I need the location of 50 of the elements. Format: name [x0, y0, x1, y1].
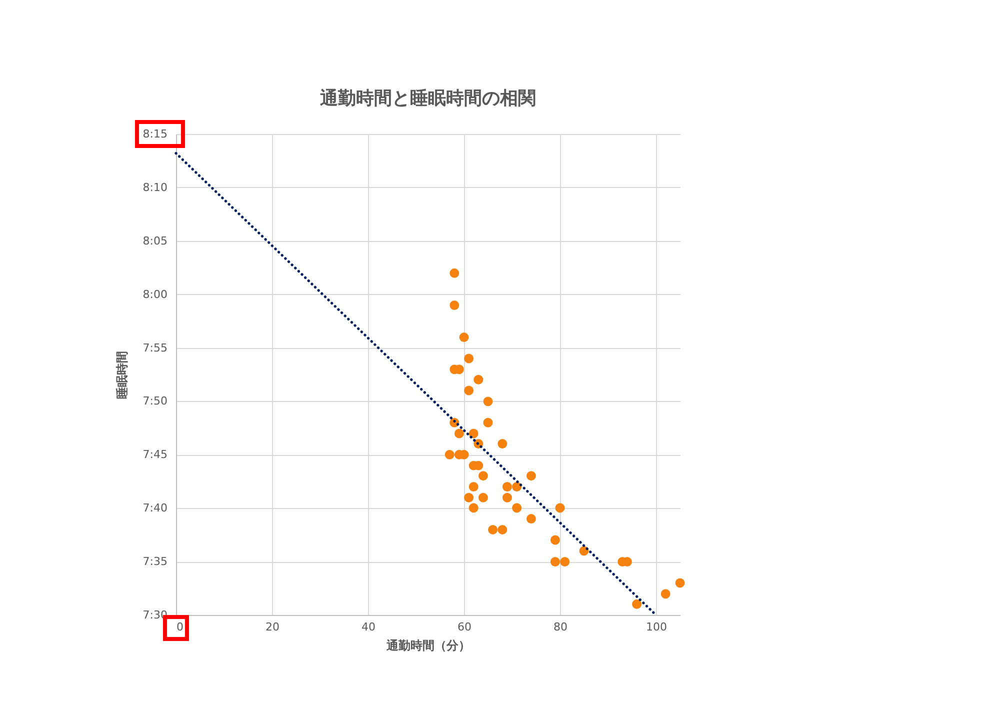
y-tick-label: 7:35	[142, 555, 168, 568]
point	[450, 268, 460, 278]
point	[468, 428, 478, 438]
x-axis-title: 通勤時間（分）	[386, 638, 470, 652]
point	[526, 471, 536, 481]
y-tick-label: 7:50	[142, 394, 168, 408]
point	[483, 396, 493, 406]
y-tick-label: 7:40	[142, 502, 168, 515]
point	[464, 354, 474, 364]
point	[660, 589, 670, 599]
x-tick-label: 100	[646, 620, 667, 634]
point	[474, 374, 484, 384]
x-tick-label: 0	[176, 620, 184, 634]
y-tick-label: 8:15	[142, 128, 168, 140]
point	[555, 503, 565, 513]
point	[454, 428, 464, 438]
point	[560, 557, 570, 567]
point	[488, 524, 498, 534]
y-tick-label: 8:05	[142, 234, 168, 248]
y-tick-label: 8:00	[142, 288, 168, 301]
x-tick-label: 20	[266, 620, 280, 634]
x-tick-label: 60	[458, 620, 472, 634]
x-tick-label: 40	[362, 620, 376, 634]
point	[464, 492, 474, 502]
point	[550, 535, 560, 545]
point	[502, 492, 512, 502]
point	[478, 471, 488, 481]
y-tick-label: 7:55	[142, 341, 168, 354]
point	[498, 524, 508, 534]
point	[512, 503, 522, 513]
point	[526, 514, 536, 524]
point	[502, 482, 512, 492]
point	[632, 599, 642, 609]
chart-title: 通勤時間と睡眠時間の相関	[319, 88, 536, 110]
point	[468, 503, 478, 513]
y-axis-title: 睡眠時間	[114, 351, 129, 399]
y-tick-label: 8:10	[142, 180, 168, 194]
point	[450, 300, 460, 310]
point	[675, 578, 685, 588]
point	[468, 482, 478, 492]
x-tick-label: 80	[554, 620, 568, 634]
y-tick-label: 7:45	[142, 448, 168, 462]
point	[550, 557, 560, 567]
point	[512, 482, 522, 492]
point	[483, 418, 493, 428]
point	[478, 492, 488, 502]
point	[498, 439, 508, 448]
point	[459, 332, 469, 342]
point	[444, 450, 454, 460]
point	[464, 386, 474, 396]
